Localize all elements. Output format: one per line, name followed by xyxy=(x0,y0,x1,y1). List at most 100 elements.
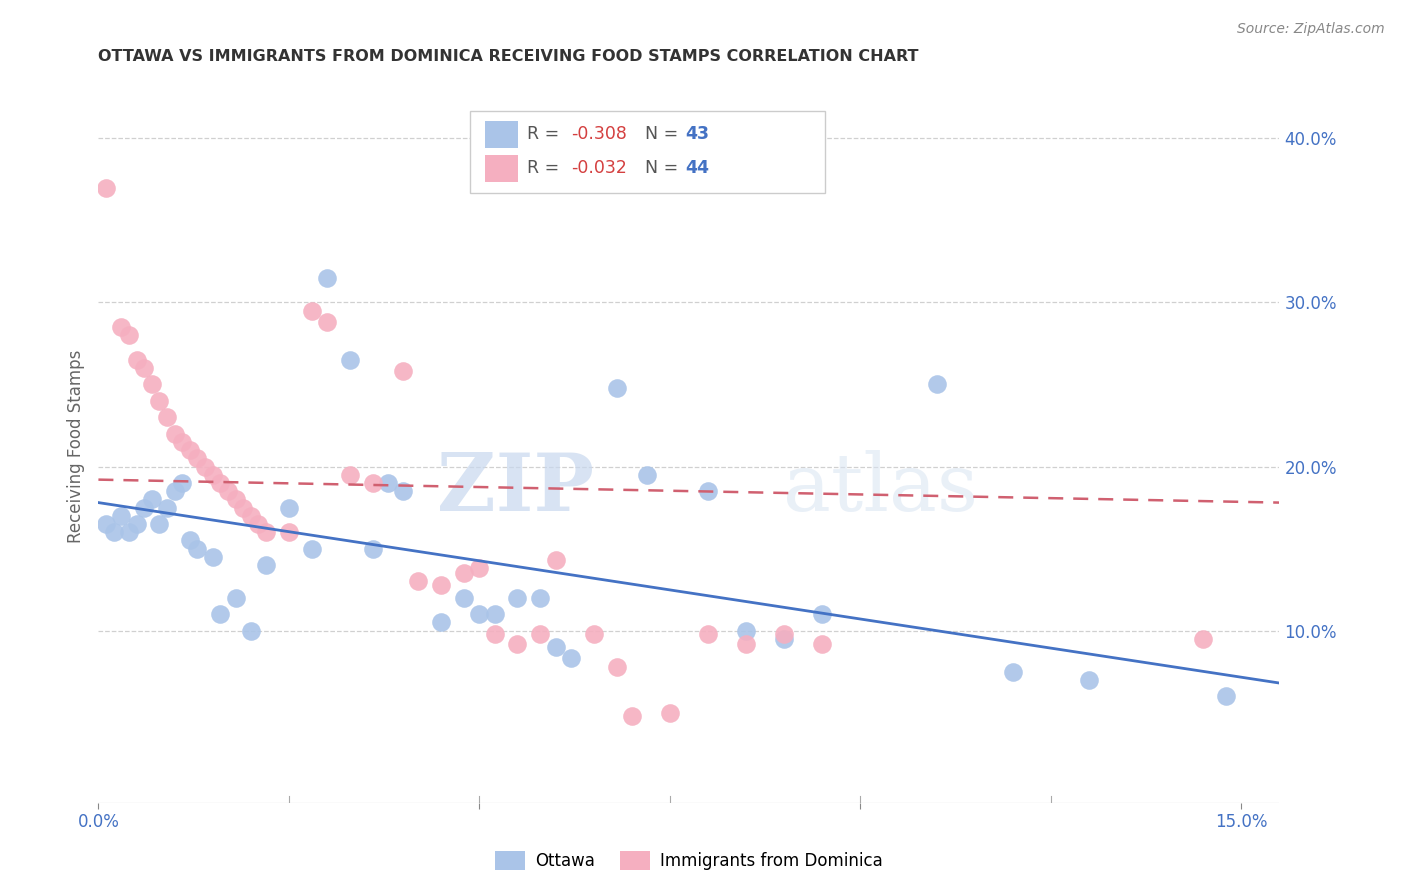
Point xyxy=(172,434,194,449)
Point xyxy=(925,377,948,392)
Point xyxy=(125,352,148,367)
Point xyxy=(316,270,339,285)
Point xyxy=(606,659,628,673)
Point xyxy=(232,500,254,515)
Point xyxy=(148,516,170,531)
Point xyxy=(636,467,658,482)
Point xyxy=(697,627,720,641)
Point xyxy=(201,549,224,564)
Legend: Ottawa, Immigrants from Dominica: Ottawa, Immigrants from Dominica xyxy=(488,844,890,877)
Point xyxy=(1192,632,1215,646)
Point xyxy=(301,541,323,556)
Point xyxy=(209,475,232,490)
FancyBboxPatch shape xyxy=(485,155,517,182)
Point xyxy=(506,637,529,651)
Point xyxy=(773,632,796,646)
Point xyxy=(392,484,415,499)
Point xyxy=(134,500,156,515)
Point xyxy=(811,607,834,622)
Point xyxy=(134,361,156,376)
Point xyxy=(94,180,117,194)
FancyBboxPatch shape xyxy=(485,120,517,148)
Point xyxy=(194,459,217,474)
Point xyxy=(118,525,141,540)
Point xyxy=(620,709,643,723)
Text: OTTAWA VS IMMIGRANTS FROM DOMINICA RECEIVING FOOD STAMPS CORRELATION CHART: OTTAWA VS IMMIGRANTS FROM DOMINICA RECEI… xyxy=(98,49,920,64)
Point xyxy=(163,426,186,441)
Point xyxy=(484,627,506,641)
Text: R =: R = xyxy=(527,160,565,178)
Point xyxy=(430,615,453,630)
Point xyxy=(186,541,208,556)
Point xyxy=(408,574,430,589)
Point xyxy=(735,624,758,638)
Text: Source: ZipAtlas.com: Source: ZipAtlas.com xyxy=(1237,22,1385,37)
Point xyxy=(506,591,529,605)
Point xyxy=(225,591,247,605)
Point xyxy=(156,410,179,425)
Point xyxy=(103,525,125,540)
Point xyxy=(225,492,247,507)
Point xyxy=(172,475,194,490)
Point xyxy=(544,553,567,567)
Point xyxy=(773,627,796,641)
Point xyxy=(468,607,491,622)
Text: R =: R = xyxy=(527,125,565,143)
Point xyxy=(735,637,758,651)
Text: N =: N = xyxy=(645,160,683,178)
Point xyxy=(94,516,117,531)
Point xyxy=(453,591,475,605)
Point xyxy=(1215,689,1237,703)
Point xyxy=(1078,673,1101,687)
Point xyxy=(361,541,384,556)
Point xyxy=(110,320,132,334)
Point xyxy=(141,377,163,392)
Point xyxy=(811,637,834,651)
Point xyxy=(339,352,361,367)
Point xyxy=(529,627,551,641)
Point xyxy=(179,443,201,458)
Point xyxy=(339,467,361,482)
Point xyxy=(156,500,179,515)
Y-axis label: Receiving Food Stamps: Receiving Food Stamps xyxy=(66,350,84,542)
Point xyxy=(606,381,628,395)
Point xyxy=(254,525,277,540)
Point xyxy=(658,706,681,720)
Point xyxy=(201,467,224,482)
Point xyxy=(392,364,415,378)
Point xyxy=(316,315,339,329)
Text: -0.032: -0.032 xyxy=(571,160,627,178)
Text: -0.308: -0.308 xyxy=(571,125,627,143)
Text: ZIP: ZIP xyxy=(437,450,595,528)
Point xyxy=(468,561,491,575)
Point xyxy=(277,500,299,515)
Point xyxy=(125,516,148,531)
Point xyxy=(239,624,262,638)
Point xyxy=(697,484,720,499)
Point xyxy=(163,484,186,499)
FancyBboxPatch shape xyxy=(471,111,825,193)
Point xyxy=(1001,665,1024,679)
Point xyxy=(239,508,262,523)
Point xyxy=(529,591,551,605)
Point xyxy=(247,516,270,531)
Point xyxy=(361,475,384,490)
Point xyxy=(179,533,201,548)
Point xyxy=(118,328,141,343)
Point xyxy=(377,475,399,490)
Point xyxy=(141,492,163,507)
Point xyxy=(217,484,239,499)
Point xyxy=(301,303,323,318)
Point xyxy=(186,451,208,466)
Point xyxy=(209,607,232,622)
Point xyxy=(484,607,506,622)
Text: N =: N = xyxy=(645,125,683,143)
Text: 44: 44 xyxy=(685,160,710,178)
Text: atlas: atlas xyxy=(783,450,979,528)
Point xyxy=(560,651,582,665)
Point xyxy=(430,577,453,591)
Point xyxy=(544,640,567,654)
Point xyxy=(148,393,170,408)
Point xyxy=(110,508,132,523)
Text: 43: 43 xyxy=(685,125,710,143)
